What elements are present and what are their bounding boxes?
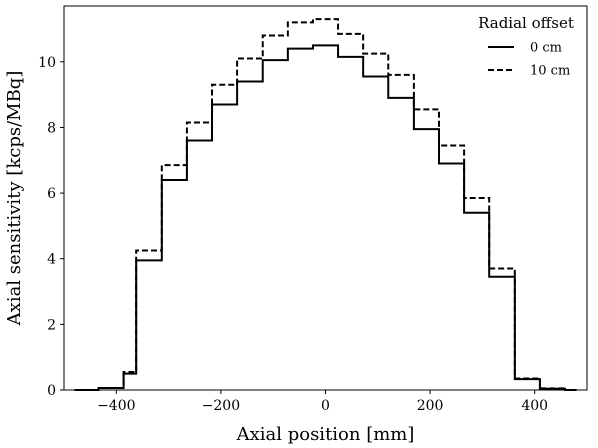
y-tick-label: 6 (47, 186, 56, 202)
y-tick-label: 8 (47, 120, 56, 136)
y-tick-label: 4 (47, 252, 56, 268)
legend-title: Radial offset (478, 14, 574, 32)
y-tick-label: 2 (47, 317, 56, 333)
series-layer (74, 18, 577, 391)
legend-label-0-cm: 0 cm (530, 41, 562, 56)
x-tick-label: −200 (202, 398, 240, 414)
series-line-0-cm (74, 44, 577, 391)
legend: Radial offset 0 cm 10 cm (478, 14, 574, 79)
ticks-layer: −400 −200 0 200 400 0 2 4 6 8 10 (38, 55, 548, 414)
x-tick-label: 400 (521, 398, 548, 414)
x-tick-label: −400 (97, 398, 135, 414)
x-axis-label: Axial position [mm] (236, 424, 415, 445)
y-tick-label: 0 (47, 383, 56, 399)
legend-label-10-cm: 10 cm (530, 64, 570, 79)
x-tick-label: 200 (417, 398, 444, 414)
series-line-10-cm (74, 18, 577, 391)
x-tick-label: 0 (321, 398, 330, 414)
plot-frame (63, 5, 588, 391)
y-tick-label: 10 (38, 55, 56, 71)
y-axis-label: Axial sensitivity [kcps/MBq] (4, 71, 25, 327)
